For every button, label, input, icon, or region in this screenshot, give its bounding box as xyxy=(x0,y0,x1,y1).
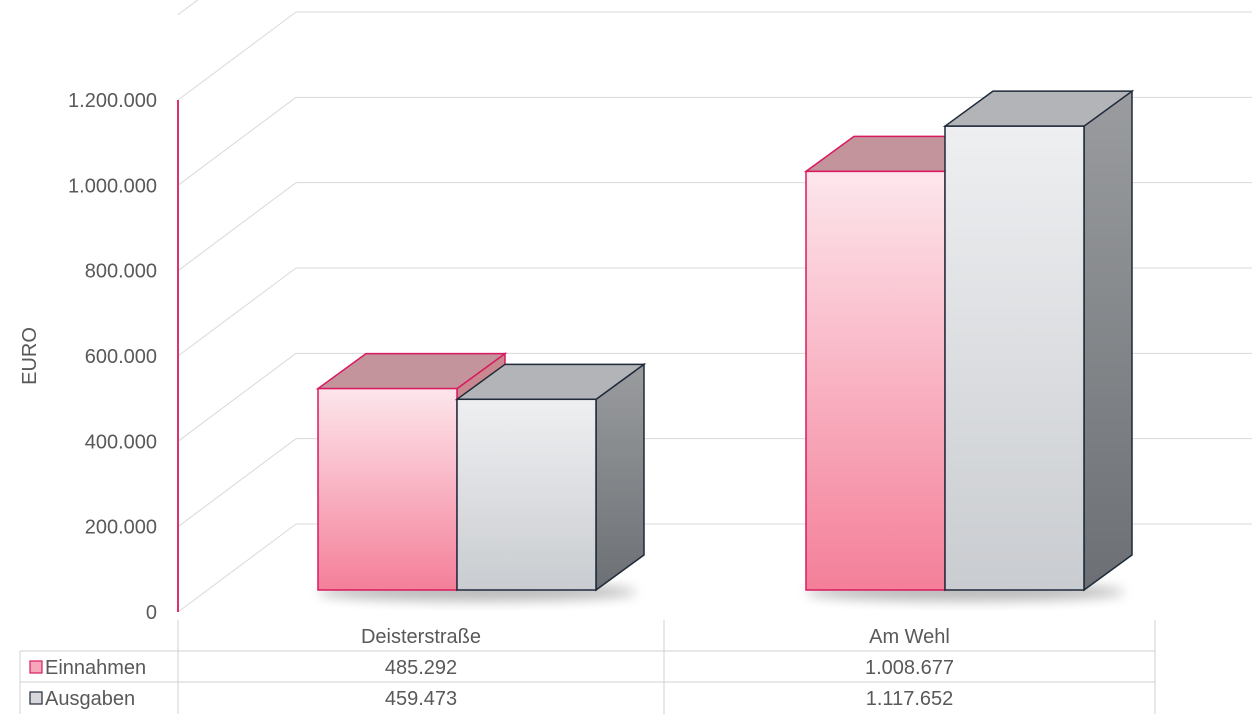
y-tick-label: 600.000 xyxy=(85,346,157,368)
bar-front-face xyxy=(944,125,1085,591)
grid-diagonal xyxy=(177,352,297,442)
legend-series-name: Einnahmen xyxy=(45,657,146,679)
bar-ausgaben-am-wehl xyxy=(942,89,1135,592)
data-table: Deisterstraße Am Wehl Einnahmen 485.292 1.00… xyxy=(19,620,1156,714)
y-axis-title: EURO xyxy=(19,327,41,385)
grid-diagonal xyxy=(177,96,297,186)
table-category-label: Deisterstraße xyxy=(361,626,481,648)
y-tick-label: 800.000 xyxy=(85,261,157,283)
bar-front-face xyxy=(805,170,946,591)
legend-key-ausgaben xyxy=(29,691,43,705)
y-tick-label: 1.200.000 xyxy=(68,90,157,112)
y-tick-label: 400.000 xyxy=(85,431,157,453)
table-value-cell: 1.117.652 xyxy=(866,688,954,710)
table-value-cell: 459.473 xyxy=(385,688,457,710)
table-value-cell: 485.292 xyxy=(385,657,457,679)
grid-diagonal xyxy=(177,523,297,613)
legend-key-einnahmen xyxy=(29,660,43,674)
bar-front-face xyxy=(456,398,597,591)
axis-layer: 0 200.000 400.000 600.000 800.000 1.000.000 1.… xyxy=(19,90,179,624)
bar-front-face xyxy=(317,387,458,591)
y-tick-label: 1.000.000 xyxy=(68,175,157,197)
table-value-cell: 1.008.677 xyxy=(865,657,954,679)
bar-side-face xyxy=(595,362,645,592)
bar-ausgaben-deisterstrasse xyxy=(454,362,647,592)
grid-diagonal xyxy=(177,11,297,101)
legend-series-name: Ausgaben xyxy=(45,688,135,710)
bar-side-face xyxy=(1083,89,1133,592)
y-tick-label: 0 xyxy=(146,602,157,624)
bar-layer xyxy=(315,89,1135,601)
y-tick-label: 200.000 xyxy=(85,517,157,539)
table-category-label: Am Wehl xyxy=(869,626,950,648)
grid-diagonal xyxy=(177,182,297,272)
grid-diagonal xyxy=(177,0,199,16)
grid-diagonal xyxy=(177,267,297,357)
grid-diagonal xyxy=(177,438,297,528)
